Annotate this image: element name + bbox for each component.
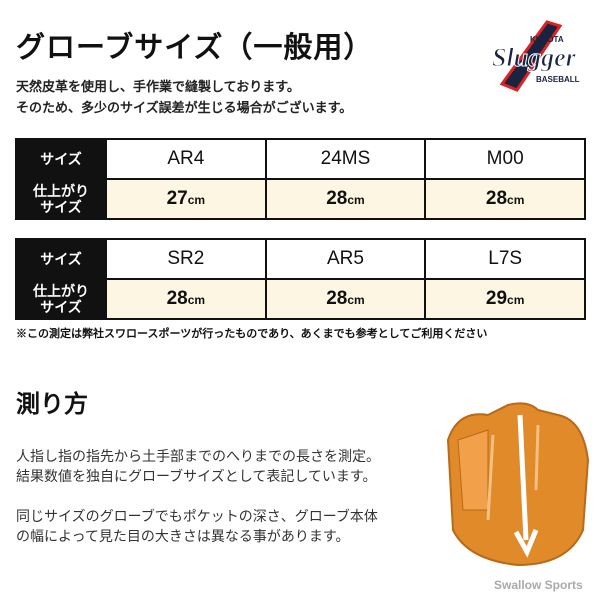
paragraph: 人指し指の指先から土手部までのへりまでの長さを測定。 結果数値を独自にグローブサイ… <box>16 448 380 484</box>
howto-text: 人指し指の指先から土手部までのへりまでの長さを測定。 結果数値を独自にグローブサイ… <box>16 446 380 566</box>
paragraph: 同じサイズのグローブでもポケットの深さ、グローブ本体 の幅によって見た目の大きさは… <box>16 508 378 544</box>
howto-title: 測り方 <box>16 391 88 418</box>
finished-size-label: 仕上がり サイズ <box>15 178 107 220</box>
size-label: サイズ <box>15 138 107 180</box>
size-table-2: サイズ SR2 AR5 L7S 仕上がり サイズ 28cm 28cm 29cm <box>15 238 586 320</box>
model-cell: AR5 <box>264 238 427 280</box>
model-cell: 24MS <box>264 138 427 180</box>
glove-image <box>446 402 590 567</box>
table-row: サイズ SR2 AR5 L7S <box>15 238 586 280</box>
model-cell: L7S <box>424 238 586 280</box>
svg-text:BASEBALL: BASEBALL <box>536 75 580 84</box>
value-cell: 27cm <box>105 178 267 220</box>
table-row: 仕上がり サイズ 27cm 28cm 28cm <box>15 178 586 220</box>
value-cell: 28cm <box>105 278 267 320</box>
model-cell: AR4 <box>105 138 267 180</box>
svg-text:KUBOTA: KUBOTA <box>530 35 564 44</box>
watermark: Swallow Sports <box>494 578 583 592</box>
model-cell: M00 <box>424 138 586 180</box>
measurement-note: ※この測定は弊社スワロースポーツが行ったものであり、あくまでも参考としてご利用く… <box>16 328 488 340</box>
value-cell: 28cm <box>424 178 586 220</box>
finished-size-label: 仕上がり サイズ <box>15 278 107 320</box>
desc-line: そのため、多少のサイズ誤差が生じる場合がございます。 <box>16 100 353 115</box>
value-cell: 29cm <box>424 278 586 320</box>
value-cell: 28cm <box>264 278 427 320</box>
size-label: サイズ <box>15 238 107 280</box>
model-cell: SR2 <box>105 238 267 280</box>
value-cell: 28cm <box>264 178 427 220</box>
slugger-logo: Slugger KUBOTA BASEBALL <box>492 20 580 92</box>
description: 天然皮革を使用し、手作業で縫製しております。 そのため、多少のサイズ誤差が生じる… <box>16 76 352 118</box>
table-row: 仕上がり サイズ 28cm 28cm 29cm <box>15 278 586 320</box>
page-title: グローブサイズ（一般用） <box>16 32 374 64</box>
size-table-1: サイズ AR4 24MS M00 仕上がり サイズ 27cm 28cm 28cm <box>15 138 586 220</box>
table-row: サイズ AR4 24MS M00 <box>15 138 586 180</box>
svg-text:Slugger: Slugger <box>492 43 577 72</box>
desc-line: 天然皮革を使用し、手作業で縫製しております。 <box>16 79 300 94</box>
